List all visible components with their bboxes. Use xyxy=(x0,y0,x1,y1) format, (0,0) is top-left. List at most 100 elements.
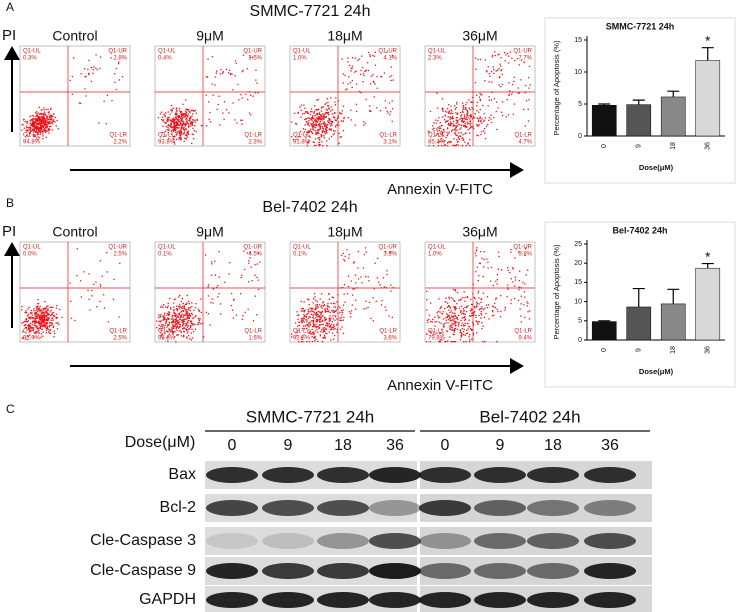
event-dot xyxy=(328,323,330,325)
event-dot xyxy=(480,121,482,123)
event-dot xyxy=(191,302,193,304)
event-dot xyxy=(190,312,193,314)
event-dot xyxy=(43,308,45,310)
event-dot xyxy=(257,252,260,254)
event-dot xyxy=(93,283,95,286)
event-dot xyxy=(365,300,367,302)
event-dot xyxy=(318,145,321,147)
event-dot xyxy=(188,108,190,111)
event-dot xyxy=(370,75,373,77)
event-dot xyxy=(497,107,499,109)
event-dot xyxy=(27,127,29,129)
event-dot xyxy=(324,125,327,128)
event-dot xyxy=(178,130,180,132)
event-dot xyxy=(471,338,473,340)
event-dot xyxy=(52,312,55,314)
event-dot xyxy=(42,322,44,324)
event-dot xyxy=(315,120,317,122)
event-dot xyxy=(105,123,108,125)
event-dot xyxy=(483,266,485,268)
event-dot xyxy=(180,115,183,117)
event-dot xyxy=(85,95,87,97)
event-dot xyxy=(172,117,174,120)
event-dot xyxy=(88,298,90,300)
event-dot xyxy=(476,117,478,119)
event-dot xyxy=(455,145,457,147)
event-dot xyxy=(184,134,187,136)
event-dot xyxy=(44,308,46,310)
event-dot xyxy=(43,321,46,323)
event-dot xyxy=(38,106,40,109)
event-dot xyxy=(29,132,31,135)
event-dot xyxy=(324,308,326,310)
event-dot xyxy=(460,333,463,335)
event-dot xyxy=(49,315,52,317)
event-dot xyxy=(40,336,42,339)
event-dot xyxy=(464,132,466,135)
event-dot xyxy=(507,288,509,290)
event-dot xyxy=(456,141,459,143)
event-dot xyxy=(45,136,48,138)
event-dot xyxy=(159,113,161,115)
event-dot xyxy=(462,111,464,113)
event-dot xyxy=(492,305,494,307)
event-dot xyxy=(167,126,169,129)
event-dot xyxy=(182,336,185,338)
event-dot xyxy=(244,311,246,314)
quadrant-percent: 3.8% xyxy=(383,252,397,258)
event-dot xyxy=(306,324,308,326)
event-dot xyxy=(316,109,318,111)
blot-band xyxy=(317,500,369,516)
event-dot xyxy=(191,323,193,325)
event-dot xyxy=(436,312,438,314)
event-dot xyxy=(158,314,160,316)
event-dot xyxy=(180,133,182,135)
event-dot xyxy=(240,293,242,295)
event-dot xyxy=(173,306,175,308)
event-dot xyxy=(491,311,494,313)
event-dot xyxy=(31,314,33,316)
event-dot xyxy=(311,328,313,331)
event-dot xyxy=(35,119,37,121)
event-dot xyxy=(161,327,163,330)
event-dot xyxy=(462,312,464,315)
event-dot xyxy=(330,110,332,112)
blot-band xyxy=(474,500,526,516)
event-dot xyxy=(324,327,326,329)
event-dot xyxy=(192,324,194,326)
event-dot xyxy=(35,118,37,120)
event-dot xyxy=(301,322,303,324)
event-dot xyxy=(357,250,360,253)
event-dot xyxy=(183,116,186,118)
event-dot xyxy=(468,99,470,101)
event-dot xyxy=(498,255,500,258)
event-dot xyxy=(445,341,447,343)
event-dot xyxy=(457,314,460,317)
event-dot xyxy=(170,330,173,332)
event-dot xyxy=(333,117,336,119)
quadrant-name: Q1-LR xyxy=(379,133,397,139)
event-dot xyxy=(467,123,469,125)
event-dot xyxy=(49,116,51,118)
event-dot xyxy=(172,327,174,329)
event-dot xyxy=(182,320,184,322)
event-dot xyxy=(185,118,187,120)
event-dot xyxy=(321,106,323,108)
quadrant-percent: 3.1% xyxy=(383,140,397,146)
x-tick-label: 0 xyxy=(601,348,608,352)
event-dot xyxy=(511,84,514,86)
event-dot xyxy=(463,319,466,322)
event-dot xyxy=(186,130,189,133)
event-dot xyxy=(342,120,344,123)
event-dot xyxy=(37,299,39,301)
event-dot xyxy=(323,137,325,139)
event-dot xyxy=(327,121,330,123)
event-dot xyxy=(500,310,502,312)
event-dot xyxy=(466,113,468,115)
event-dot xyxy=(326,129,328,132)
event-dot xyxy=(162,125,164,127)
event-dot xyxy=(444,115,447,117)
event-dot xyxy=(160,335,162,338)
event-dot xyxy=(44,315,47,318)
event-dot xyxy=(341,326,343,328)
